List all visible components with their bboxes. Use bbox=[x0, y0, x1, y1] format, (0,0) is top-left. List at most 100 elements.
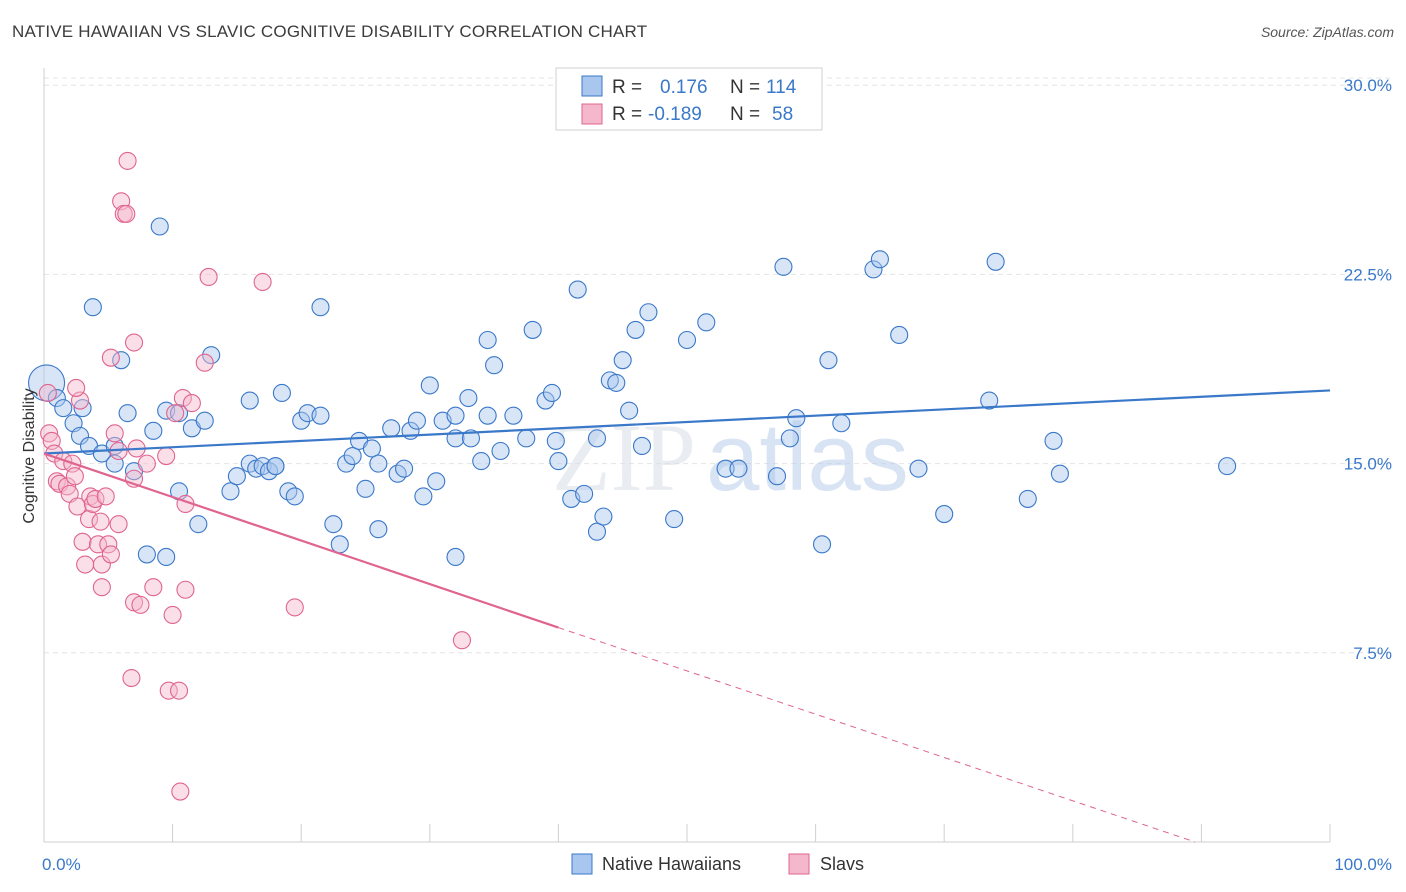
data-point bbox=[292, 411, 311, 430]
data-point bbox=[79, 510, 99, 529]
data-point bbox=[407, 411, 426, 430]
legend-n-value-1: 114 bbox=[766, 77, 797, 98]
data-point bbox=[1018, 489, 1037, 508]
legend-r-label-2: R = bbox=[612, 104, 642, 125]
x-tick-min: 0.0% bbox=[42, 855, 81, 874]
data-point bbox=[536, 391, 555, 410]
data-point bbox=[330, 535, 349, 554]
data-point bbox=[157, 547, 176, 566]
data-point bbox=[109, 515, 128, 534]
data-point bbox=[980, 391, 999, 410]
data-point bbox=[86, 489, 105, 508]
series-slavs bbox=[38, 151, 472, 801]
data-point bbox=[639, 303, 658, 322]
data-point bbox=[870, 250, 889, 269]
y-tick-label: 22.5% bbox=[1344, 265, 1392, 284]
data-point bbox=[285, 598, 304, 617]
data-point bbox=[626, 320, 645, 339]
data-point bbox=[446, 547, 465, 566]
data-point bbox=[96, 487, 115, 506]
data-point bbox=[774, 257, 793, 276]
data-point bbox=[47, 388, 66, 408]
data-point bbox=[101, 545, 120, 564]
data-point bbox=[221, 482, 240, 501]
data-point bbox=[665, 510, 684, 529]
data-point bbox=[1050, 464, 1069, 483]
data-point bbox=[362, 439, 381, 458]
correlation-legend: R = 0.176 N = 114 R = -0.189 N = 58 bbox=[555, 67, 823, 131]
data-point bbox=[452, 631, 472, 650]
data-point bbox=[812, 535, 832, 554]
data-point bbox=[195, 411, 214, 430]
axes bbox=[43, 68, 1331, 843]
legend-swatch-pink bbox=[581, 103, 603, 125]
data-point bbox=[92, 555, 111, 574]
data-point bbox=[697, 313, 716, 332]
data-point bbox=[117, 204, 136, 223]
data-point bbox=[122, 668, 141, 688]
data-point bbox=[202, 346, 221, 365]
data-point bbox=[461, 429, 481, 448]
trend-line-slavs-extension bbox=[558, 627, 1196, 843]
data-point bbox=[163, 605, 182, 625]
data-point bbox=[613, 351, 632, 370]
data-point bbox=[607, 373, 626, 392]
data-point bbox=[523, 320, 542, 339]
data-point bbox=[819, 351, 838, 370]
data-point bbox=[227, 467, 246, 486]
data-point bbox=[311, 406, 330, 425]
data-point bbox=[176, 580, 195, 599]
data-point bbox=[285, 487, 304, 506]
data-point bbox=[594, 507, 613, 526]
data-point bbox=[91, 512, 110, 531]
data-point bbox=[986, 252, 1005, 271]
data-point bbox=[414, 487, 433, 506]
source-label: Source: ZipAtlas.com bbox=[1260, 24, 1394, 40]
data-point bbox=[101, 348, 120, 367]
data-point bbox=[253, 272, 272, 292]
data-point bbox=[157, 446, 176, 466]
bottom-legend-slavs: Slavs bbox=[820, 854, 864, 874]
data-point bbox=[478, 330, 497, 350]
series-legend: Native Hawaiians Slavs bbox=[571, 853, 864, 875]
data-point bbox=[485, 356, 504, 375]
data-point bbox=[767, 467, 787, 486]
data-point bbox=[118, 404, 137, 423]
data-point bbox=[70, 426, 90, 445]
data-point bbox=[169, 404, 189, 423]
data-point bbox=[780, 429, 799, 448]
data-point bbox=[549, 452, 568, 471]
data-point bbox=[890, 325, 909, 345]
data-point bbox=[677, 330, 697, 350]
y-tick-label: 7.5% bbox=[1353, 644, 1392, 663]
data-point bbox=[54, 399, 73, 418]
data-point bbox=[491, 441, 510, 461]
series-native-hawaiians bbox=[28, 217, 1237, 566]
data-point bbox=[337, 454, 356, 473]
watermark-atlas: atlas bbox=[706, 404, 909, 511]
data-point bbox=[356, 479, 375, 498]
data-point bbox=[112, 351, 131, 370]
data-point bbox=[1044, 431, 1063, 450]
data-point bbox=[446, 406, 465, 425]
data-point bbox=[131, 595, 150, 614]
data-point bbox=[105, 424, 124, 443]
data-point bbox=[171, 782, 190, 801]
data-point bbox=[182, 394, 201, 413]
chart-title: NATIVE HAWAIIAN VS SLAVIC COGNITIVE DISA… bbox=[12, 22, 648, 41]
trend-lines bbox=[43, 389, 1331, 843]
trend-line-native-hawaiians bbox=[43, 389, 1331, 455]
legend-r-value-1: 0.176 bbox=[660, 77, 708, 98]
trend-line-slavs bbox=[43, 452, 559, 629]
data-point bbox=[68, 497, 87, 516]
data-point bbox=[546, 431, 565, 450]
data-point bbox=[587, 429, 607, 448]
data-point bbox=[76, 555, 95, 574]
data-point bbox=[144, 421, 163, 440]
data-point bbox=[311, 298, 330, 317]
data-point bbox=[92, 578, 111, 597]
data-point bbox=[38, 383, 57, 403]
data-point bbox=[787, 409, 806, 428]
data-point bbox=[864, 260, 883, 279]
